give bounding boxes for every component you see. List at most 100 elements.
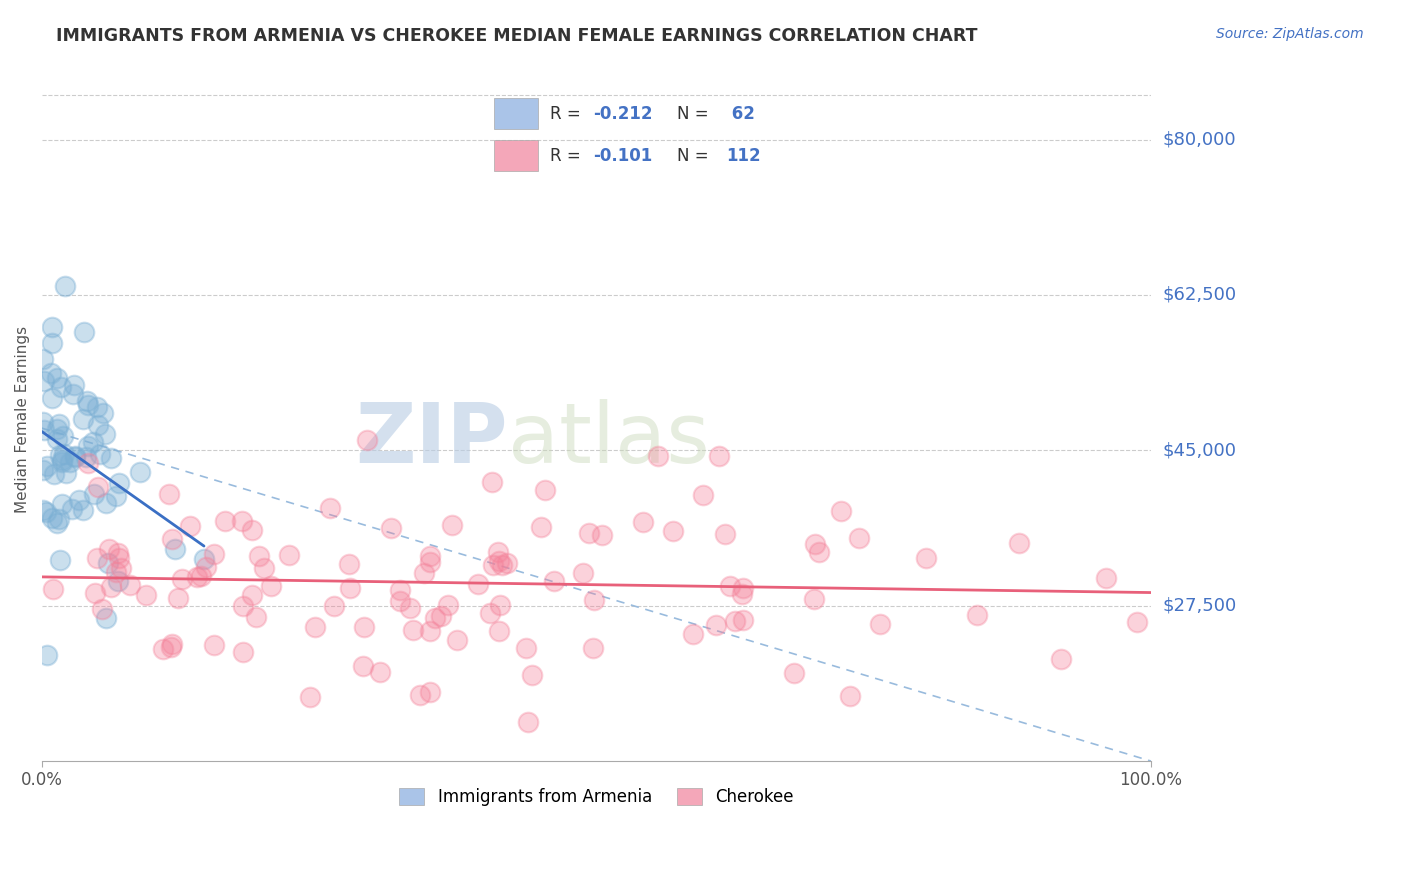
Point <box>399 600 422 615</box>
Text: R =: R = <box>550 147 586 165</box>
Point <box>51 452 73 467</box>
Point <box>86 550 108 565</box>
Point <box>662 524 685 539</box>
FancyBboxPatch shape <box>495 140 537 171</box>
Text: atlas: atlas <box>508 400 710 480</box>
Point <box>87 418 110 433</box>
Point <box>52 447 75 461</box>
Point <box>440 518 463 533</box>
Point <box>491 558 513 573</box>
Text: -0.101: -0.101 <box>593 147 652 165</box>
Point <box>202 639 225 653</box>
Point <box>94 427 117 442</box>
Point <box>82 434 104 449</box>
Point <box>32 463 55 477</box>
Point <box>838 689 860 703</box>
Point <box>631 515 654 529</box>
Point <box>807 545 830 559</box>
Point <box>86 480 108 494</box>
Point <box>304 620 326 634</box>
Point <box>533 483 555 497</box>
Point <box>486 545 509 559</box>
Point <box>48 417 70 432</box>
Point <box>848 531 870 545</box>
Point <box>165 542 187 557</box>
Point <box>260 578 283 592</box>
Point <box>591 527 613 541</box>
Point <box>91 405 114 419</box>
Point <box>96 611 118 625</box>
Point <box>731 613 754 627</box>
Point <box>86 400 108 414</box>
Point <box>83 585 105 599</box>
Point <box>67 492 90 507</box>
Point <box>1008 536 1031 550</box>
Point <box>495 557 517 571</box>
Point <box>108 550 131 565</box>
Point <box>581 641 603 656</box>
Point <box>51 497 73 511</box>
Point <box>402 623 425 637</box>
Point <box>41 510 63 524</box>
Point <box>413 566 436 581</box>
Point <box>63 450 86 464</box>
Point <box>157 487 180 501</box>
Point <box>436 598 458 612</box>
Point <box>110 560 132 574</box>
Point <box>45 516 67 530</box>
Point <box>578 525 600 540</box>
Point <box>120 578 142 592</box>
Point <box>583 593 606 607</box>
Point <box>52 429 75 443</box>
Point <box>803 591 825 606</box>
Point <box>32 502 55 516</box>
Point <box>60 502 83 516</box>
Point <box>83 486 105 500</box>
Point <box>278 548 301 562</box>
Point <box>96 496 118 510</box>
Point <box>172 572 194 586</box>
Point <box>34 506 56 520</box>
Point <box>830 504 852 518</box>
Point <box>530 520 553 534</box>
Text: $80,000: $80,000 <box>1163 130 1236 149</box>
Text: -0.212: -0.212 <box>593 105 652 123</box>
Point <box>45 432 67 446</box>
Point <box>409 689 432 703</box>
Point <box>100 580 122 594</box>
Point <box>51 455 73 469</box>
Point <box>160 532 183 546</box>
Point <box>446 633 468 648</box>
Y-axis label: Median Female Earnings: Median Female Earnings <box>15 326 30 513</box>
Point <box>51 380 73 394</box>
Point <box>782 666 804 681</box>
Point <box>107 574 129 588</box>
Point <box>179 519 201 533</box>
Point <box>713 527 735 541</box>
Point <box>240 524 263 538</box>
Point <box>520 668 543 682</box>
Point <box>32 423 55 437</box>
Point <box>39 366 62 380</box>
Point <box>58 455 80 469</box>
Point <box>733 581 755 595</box>
Point <box>42 582 65 596</box>
Point <box>162 636 184 650</box>
Point <box>249 549 271 563</box>
Point <box>214 514 236 528</box>
Point <box>32 374 55 388</box>
Point <box>419 555 441 569</box>
Point <box>107 545 129 559</box>
Point <box>430 608 453 623</box>
Point <box>543 574 565 589</box>
Point <box>478 606 501 620</box>
Point <box>966 607 988 622</box>
Text: ZIP: ZIP <box>356 400 508 480</box>
Point <box>32 415 55 429</box>
Point <box>44 467 66 481</box>
Point <box>319 500 342 515</box>
Point <box>245 609 267 624</box>
Point <box>682 626 704 640</box>
Point <box>515 640 537 655</box>
Point <box>419 624 441 639</box>
